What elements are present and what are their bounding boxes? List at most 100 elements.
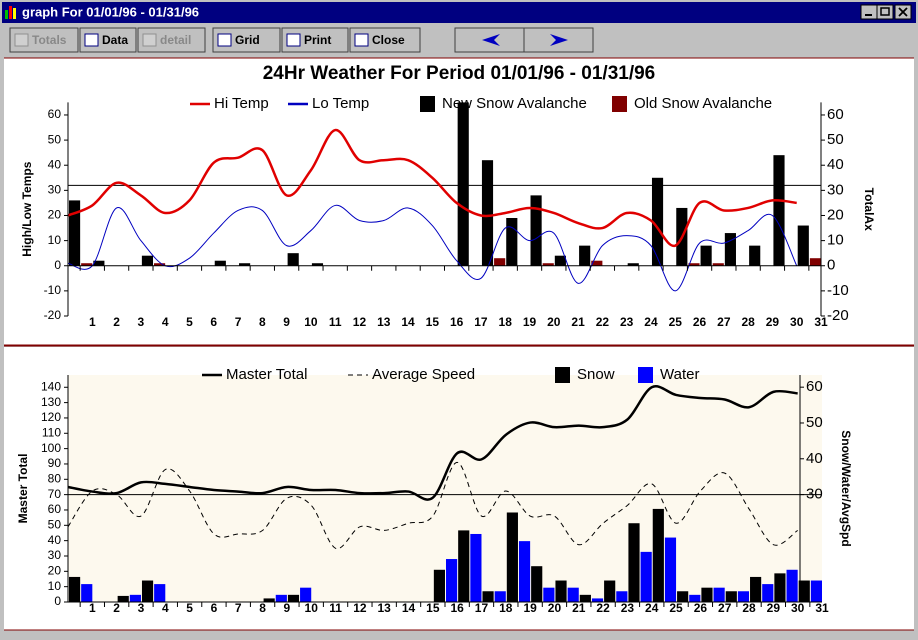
maximize-button[interactable]: [876, 4, 894, 20]
line-series: [67, 461, 798, 550]
y-tick-label: 120: [41, 410, 61, 424]
line-series: [67, 128, 797, 247]
x-tick-label: 21: [572, 601, 586, 615]
x-tick-label: 8: [259, 315, 266, 329]
button-label: detail: [160, 33, 191, 47]
bar: [797, 225, 809, 266]
legend-label: Master Total: [226, 366, 307, 383]
minimize-button[interactable]: [860, 4, 878, 20]
next-button[interactable]: [523, 27, 594, 53]
x-tick-label: 25: [669, 315, 683, 329]
button-label: Print: [304, 33, 331, 47]
y2-axis-label: TotalAx: [862, 188, 876, 231]
y-tick-label: 60: [48, 107, 62, 121]
x-tick-label: 1: [89, 601, 96, 615]
toolbar-button[interactable]: Grid: [212, 27, 281, 53]
y-tick-label: 20: [48, 208, 62, 222]
x-tick-label: 9: [283, 315, 290, 329]
y2-tick-label: 60: [806, 378, 823, 395]
x-tick-label: 8: [259, 601, 266, 615]
button-icon: [14, 33, 29, 47]
x-tick-label: 17: [475, 601, 489, 615]
bar: [616, 591, 628, 602]
x-tick-label: 26: [693, 315, 707, 329]
legend-label: New Snow Avalanche: [442, 95, 587, 112]
bar: [713, 587, 725, 602]
y2-tick-label: 60: [827, 106, 844, 123]
x-tick-label: 19: [523, 601, 537, 615]
x-tick-label: 14: [401, 315, 415, 329]
y-tick-label: 50: [48, 517, 62, 531]
x-tick-label: 3: [138, 601, 145, 615]
bar: [263, 598, 275, 602]
bar: [677, 591, 689, 602]
y-axis-label: Master Total: [16, 454, 30, 524]
bar: [433, 569, 445, 602]
legend-swatch: [420, 96, 435, 112]
x-tick-label: 15: [426, 315, 440, 329]
x-tick-label: 5: [186, 315, 193, 329]
button-icon: [217, 33, 232, 47]
y2-tick-label: 50: [806, 414, 823, 431]
toolbar-button[interactable]: Data: [79, 27, 137, 53]
legend-label: Snow: [577, 366, 615, 383]
y-tick-label: 0: [54, 258, 61, 272]
y-tick-label: 20: [48, 563, 62, 577]
legend-label: Lo Temp: [312, 95, 369, 112]
y-tick-label: 10: [48, 233, 62, 247]
bar: [482, 591, 494, 602]
legend-label: Old Snow Avalanche: [634, 95, 772, 112]
y-tick-label: 70: [48, 487, 62, 501]
bar: [750, 576, 762, 602]
bar: [664, 537, 677, 602]
chart-title: 24Hr Weather For Period 01/01/96 - 01/31…: [263, 63, 656, 84]
bar: [555, 580, 567, 602]
bar: [798, 580, 810, 602]
y-tick-label: -20: [44, 308, 62, 322]
x-tick-label: 7: [235, 315, 242, 329]
toolbar-button[interactable]: Print: [281, 27, 349, 53]
x-tick-label: 4: [162, 315, 169, 329]
y-tick-label: 30: [48, 548, 62, 562]
line-series: [67, 385, 798, 501]
bar: [531, 566, 543, 602]
bar: [542, 263, 554, 266]
bar: [154, 584, 166, 602]
bar: [239, 263, 251, 266]
toolbar-button[interactable]: Close: [349, 27, 421, 53]
bar: [700, 245, 712, 266]
x-tick-label: 5: [186, 601, 193, 615]
x-tick-label: 2: [113, 315, 120, 329]
bar: [712, 263, 724, 266]
bar: [640, 551, 652, 602]
prev-button[interactable]: [454, 27, 525, 53]
y-tick-label: 40: [48, 533, 62, 547]
x-tick-label: 13: [378, 601, 392, 615]
button-face: [281, 27, 349, 53]
bar: [457, 102, 469, 266]
x-tick-label: 17: [474, 315, 488, 329]
bar: [287, 253, 299, 266]
y2-tick-label: 0: [827, 257, 835, 274]
close-window-button[interactable]: [894, 4, 912, 20]
button-icon: [142, 33, 157, 47]
x-tick-label: 24: [644, 315, 658, 329]
bar: [81, 263, 93, 266]
toolbar: Totals Data detail Grid Print Close: [9, 27, 421, 53]
button-label: Grid: [235, 33, 260, 47]
bar: [129, 594, 141, 602]
bar: [762, 584, 774, 602]
y-tick-label: 10: [48, 579, 62, 593]
x-tick-label: 9: [284, 601, 291, 615]
y2-tick-label: 50: [827, 131, 844, 148]
bar: [154, 263, 166, 266]
x-tick-label: 16: [450, 601, 464, 615]
bar: [737, 591, 750, 602]
app-icon: [5, 6, 16, 19]
legend-swatch: [555, 367, 570, 383]
bar: [311, 263, 324, 266]
bar: [117, 595, 129, 602]
legend-swatch: [638, 367, 653, 383]
x-tick-label: 7: [235, 601, 242, 615]
